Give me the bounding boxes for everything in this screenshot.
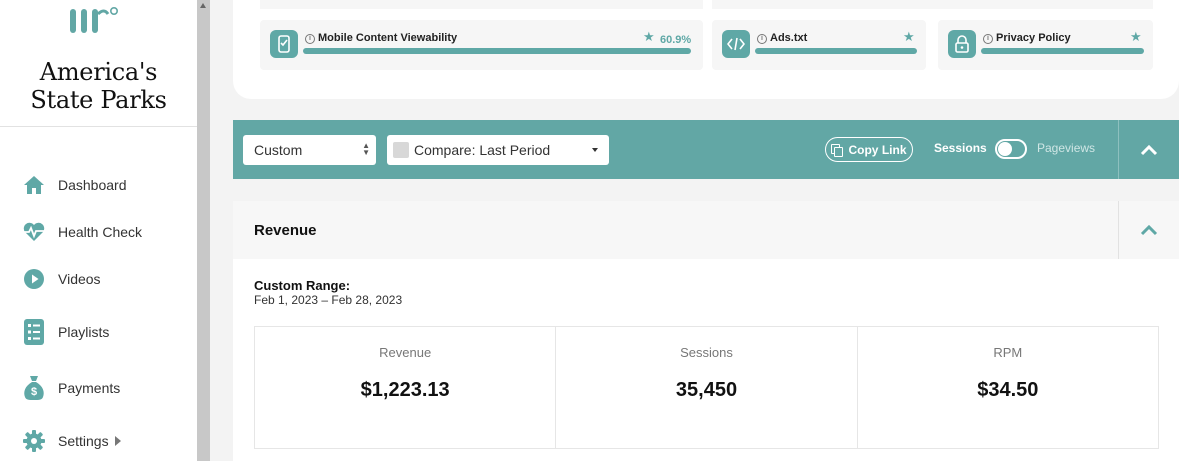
- progress-bar: [755, 48, 917, 54]
- collapse-revenue-button[interactable]: [1119, 201, 1179, 259]
- svg-text:$: $: [31, 386, 37, 398]
- sidebar-item-health-check[interactable]: Health Check: [22, 217, 142, 247]
- stat-value: $34.50: [977, 379, 1039, 401]
- tile-value: 60.9%: [660, 34, 692, 46]
- stat-revenue: Revenue $1,223.13: [255, 327, 557, 448]
- divider: [1118, 120, 1119, 179]
- stats-panel: Revenue $1,223.13 Sessions 35,450 RPM $3…: [254, 326, 1159, 449]
- health-tile-ads-txt[interactable]: i Ads.txt ★: [712, 20, 926, 70]
- info-icon[interactable]: i: [305, 34, 315, 44]
- chevron-down-icon: [592, 148, 598, 152]
- health-check-card: i Mobile Content Viewability ★ 60.9% i A…: [233, 0, 1179, 99]
- sidebar-item-dashboard[interactable]: Dashboard: [22, 170, 127, 200]
- sidebar-item-label: Playlists: [58, 324, 110, 340]
- checklist-icon: [22, 319, 46, 345]
- revenue-header: Revenue: [233, 201, 1179, 259]
- copy-link-label: Copy Link: [848, 142, 907, 157]
- sidebar-item-label: Videos: [58, 271, 101, 287]
- tile-title: Mobile Content Viewability: [318, 32, 458, 44]
- date-range-select[interactable]: Custom ▲ ▼: [243, 135, 376, 165]
- revenue-card: Revenue Custom Range: Feb 1, 2023 – Feb …: [233, 201, 1179, 461]
- stat-value: $1,223.13: [360, 379, 450, 401]
- tile-strip: [260, 0, 703, 9]
- progress-bar: [303, 48, 691, 54]
- scroll-up-arrow-icon[interactable]: [200, 3, 206, 8]
- stat-value: 35,450: [675, 379, 738, 401]
- stat-label: Sessions: [680, 345, 733, 360]
- compare-select[interactable]: Compare: Last Period: [387, 135, 609, 165]
- star-icon: ★: [1130, 29, 1142, 44]
- brand-name: America's State Parks: [30, 58, 167, 114]
- copy-link-button[interactable]: Copy Link: [825, 137, 913, 162]
- sidebar: America's State Parks Dashboard Health C…: [0, 0, 197, 461]
- chevron-up-icon: [1140, 144, 1158, 155]
- heartbeat-icon: [22, 220, 46, 244]
- home-icon: [22, 173, 46, 197]
- health-tile-mobile-viewability[interactable]: i Mobile Content Viewability ★ 60.9%: [260, 20, 703, 70]
- toggle-knob: [998, 142, 1012, 156]
- caret-right-icon: [114, 436, 121, 446]
- chevron-up-icon: [1140, 224, 1158, 236]
- stat-rpm: RPM $34.50: [858, 327, 1158, 448]
- sidebar-item-payments[interactable]: $ Payments: [22, 373, 120, 403]
- tile-strip: [712, 0, 1153, 9]
- custom-range-dates: Feb 1, 2023 – Feb 28, 2023: [254, 293, 403, 307]
- star-icon: ★: [903, 29, 915, 44]
- divider: [0, 126, 197, 127]
- logo-icon: [70, 6, 118, 33]
- collapse-filter-button[interactable]: [1119, 120, 1179, 179]
- sidebar-item-label: Settings: [58, 433, 109, 449]
- tile-title: Ads.txt: [770, 32, 808, 44]
- section-title: Revenue: [254, 222, 317, 239]
- sidebar-item-label: Dashboard: [58, 177, 127, 193]
- filter-bar: Custom ▲ ▼ Compare: Last Period Copy Link…: [233, 120, 1179, 179]
- play-icon: [22, 267, 46, 291]
- mobile-icon: [270, 30, 298, 58]
- toggle-label-sessions: Sessions: [934, 141, 987, 155]
- progress-bar: [981, 48, 1144, 54]
- updown-caret-icon: ▲ ▼: [362, 141, 370, 157]
- money-bag-icon: $: [22, 376, 46, 400]
- health-tile-privacy-policy[interactable]: i Privacy Policy ★: [938, 20, 1153, 70]
- divider: [1118, 201, 1119, 259]
- toggle-label-pageviews: Pageviews: [1037, 141, 1096, 155]
- sidebar-item-label: Health Check: [58, 224, 143, 240]
- stat-label: RPM: [993, 345, 1023, 360]
- star-icon: ★: [643, 29, 655, 44]
- sidebar-item-playlists[interactable]: Playlists: [22, 317, 109, 347]
- date-range-value: Custom: [254, 142, 303, 158]
- compare-value: Compare: Last Period: [414, 142, 551, 158]
- sidebar-item-label: Payments: [58, 380, 121, 396]
- tile-title: Privacy Policy: [996, 32, 1071, 44]
- code-icon: [722, 30, 750, 58]
- compare-swatch: [393, 142, 409, 158]
- sessions-pageviews-toggle[interactable]: [995, 139, 1027, 159]
- info-icon[interactable]: i: [983, 34, 993, 44]
- custom-range-label: Custom Range:: [254, 278, 351, 293]
- lock-icon: [948, 30, 976, 58]
- info-icon[interactable]: i: [757, 34, 767, 44]
- stat-sessions: Sessions 35,450: [556, 327, 858, 448]
- copy-icon: [831, 144, 844, 157]
- sidebar-scrollbar[interactable]: [197, 0, 210, 461]
- gear-icon: [22, 429, 46, 453]
- sidebar-item-videos[interactable]: Videos: [22, 264, 101, 294]
- sidebar-item-settings[interactable]: Settings: [22, 426, 121, 456]
- stat-label: Revenue: [379, 345, 432, 360]
